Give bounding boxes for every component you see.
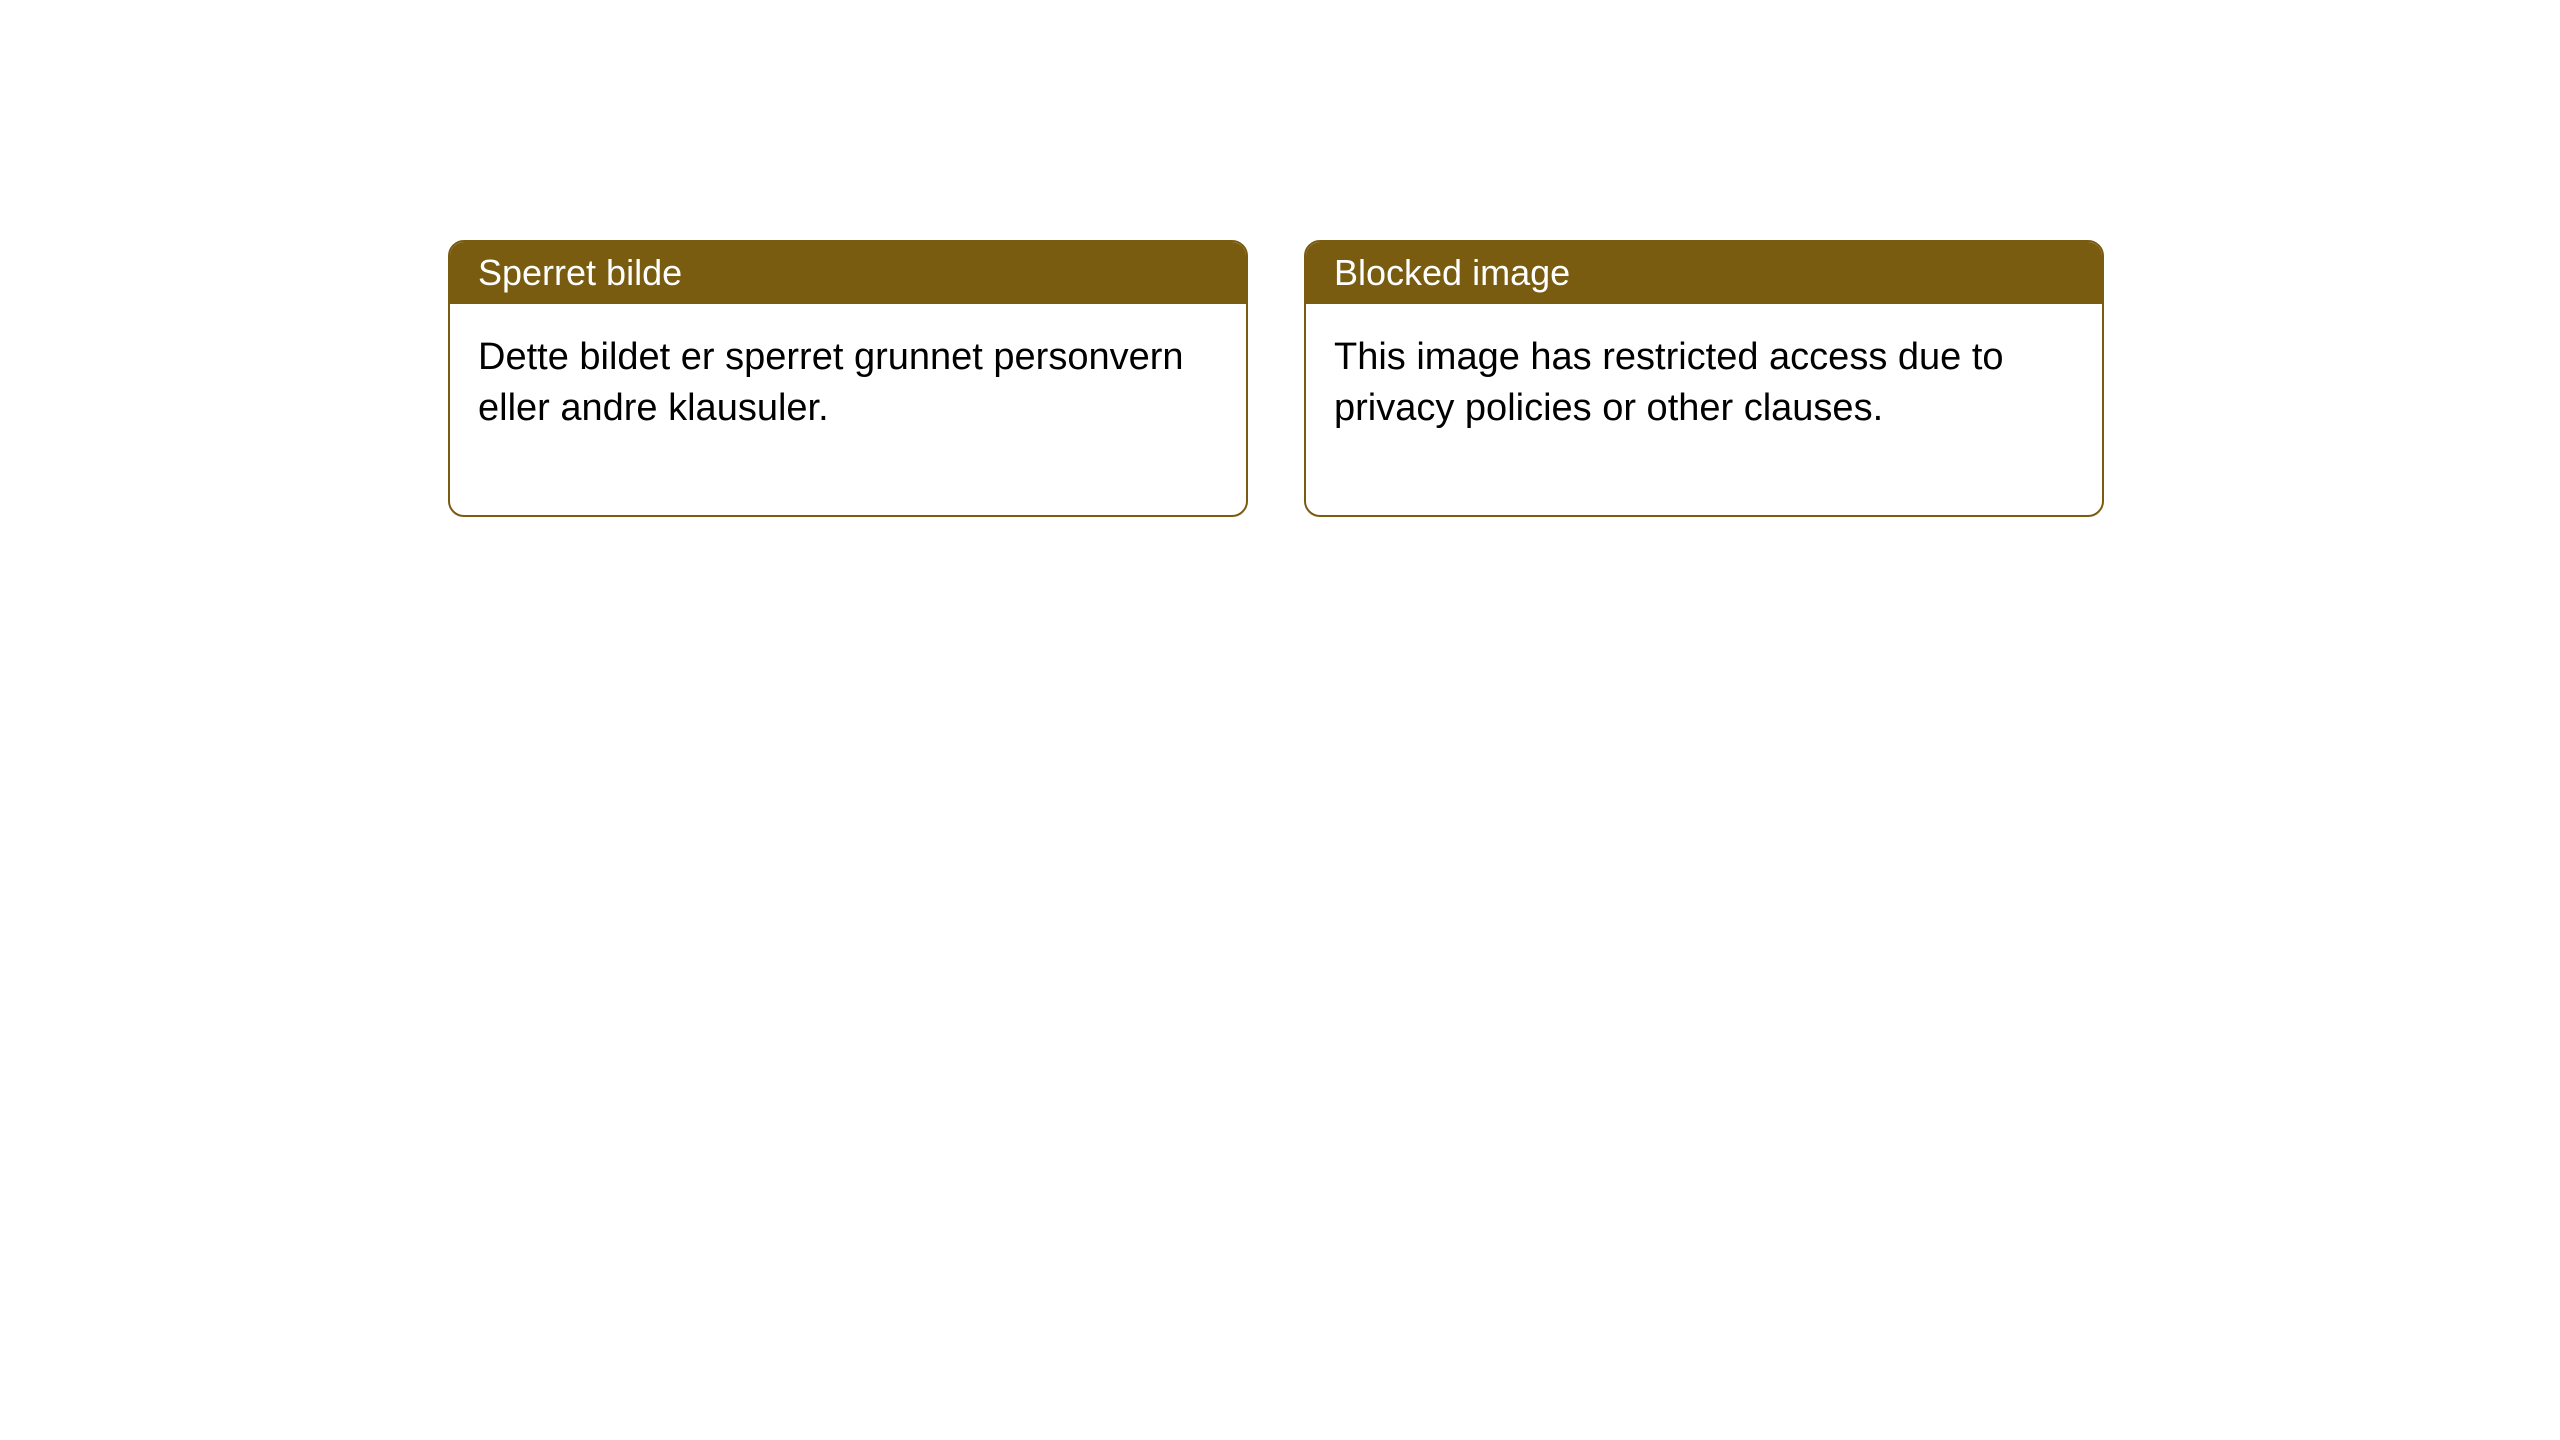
notice-message: Dette bildet er sperret grunnet personve… — [478, 336, 1184, 429]
notice-container: Sperret bilde Dette bildet er sperret gr… — [448, 240, 2104, 517]
notice-title: Blocked image — [1334, 252, 1570, 293]
notice-card-english: Blocked image This image has restricted … — [1304, 240, 2104, 517]
notice-body: This image has restricted access due to … — [1306, 304, 2102, 515]
notice-body: Dette bildet er sperret grunnet personve… — [450, 304, 1246, 515]
notice-header: Blocked image — [1306, 242, 2102, 304]
notice-title: Sperret bilde — [478, 252, 682, 293]
notice-card-norwegian: Sperret bilde Dette bildet er sperret gr… — [448, 240, 1248, 517]
notice-header: Sperret bilde — [450, 242, 1246, 304]
notice-message: This image has restricted access due to … — [1334, 336, 2004, 429]
